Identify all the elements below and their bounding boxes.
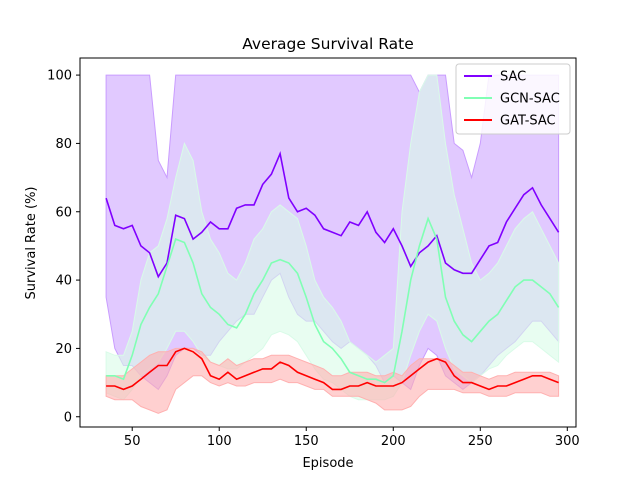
plot-frame — [79, 57, 577, 428]
band-gat-sac — [105, 347, 560, 414]
band-gcn-sac — [105, 74, 560, 401]
legend-label-sac: SAC — [500, 70, 526, 85]
y-tick-label: 20 — [55, 342, 72, 357]
x-tick-label: 100 — [207, 434, 232, 449]
x-tick-label: 200 — [381, 434, 406, 449]
y-tick-label: 80 — [55, 137, 72, 152]
plot-area — [105, 74, 560, 414]
y-tick-label: 0 — [64, 410, 72, 425]
y-axis: 0 20 40 60 80 100 — [47, 69, 80, 425]
line-gcn-sac — [106, 216, 560, 384]
legend: SAC GCN-SAC GAT-SAC — [455, 63, 571, 135]
legend-box — [455, 63, 571, 135]
y-tick-label: 40 — [55, 274, 72, 289]
line-gat-sac — [106, 347, 559, 391]
chart-title: Average Survival Rate — [242, 35, 414, 53]
x-axis: 50 100 150 200 250 300 — [124, 427, 580, 449]
y-tick-label: 60 — [55, 205, 72, 220]
x-tick-label: 150 — [294, 434, 319, 449]
legend-label-gcn-sac: GCN-SAC — [500, 92, 560, 107]
x-tick-label: 300 — [555, 434, 580, 449]
x-tick-label: 50 — [124, 434, 141, 449]
x-tick-label: 250 — [468, 434, 493, 449]
legend-label-gat-sac: GAT-SAC — [500, 114, 556, 129]
x-axis-label: Episode — [302, 456, 353, 471]
y-axis-label: Survival Rate (%) — [24, 187, 39, 300]
y-tick-label: 100 — [47, 69, 72, 84]
line-sac — [105, 150, 560, 279]
